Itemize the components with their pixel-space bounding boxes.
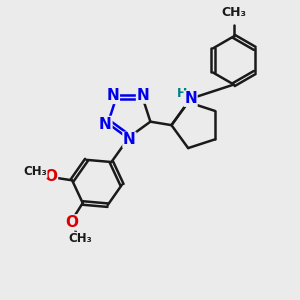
Text: CH₃: CH₃ — [68, 232, 92, 245]
Text: H: H — [177, 87, 188, 100]
Text: N: N — [184, 91, 197, 106]
Text: N: N — [123, 132, 136, 147]
Text: O: O — [44, 169, 58, 184]
Text: CH₃: CH₃ — [221, 6, 246, 19]
Text: CH₃: CH₃ — [23, 165, 47, 178]
Text: O: O — [66, 215, 79, 230]
Text: N: N — [99, 116, 112, 131]
Text: N: N — [106, 88, 119, 103]
Text: N: N — [136, 88, 149, 103]
